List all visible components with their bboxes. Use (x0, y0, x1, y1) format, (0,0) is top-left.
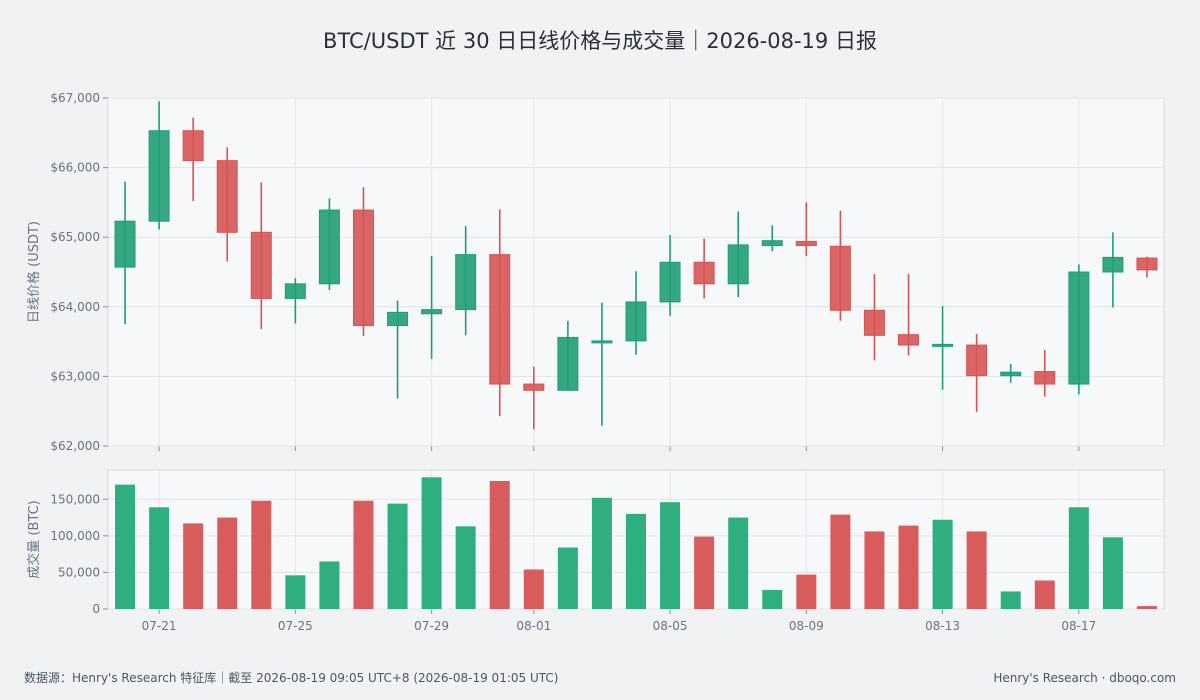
price-panel: $62,000 $63,000 $64,000 $65,000 $66,000 $67,0… (26, 91, 1165, 453)
volume-bar (251, 500, 272, 609)
volume-bar (1136, 606, 1157, 609)
chart-title: BTC/USDT 近 30 日日线价格与成交量｜2026-08-19 日报 (323, 29, 877, 53)
volume-bar (932, 519, 953, 609)
volume-bar (694, 536, 715, 609)
candle-body (625, 301, 647, 342)
volume-bar (557, 547, 578, 609)
volume-bar (796, 574, 817, 609)
volume-bar (523, 569, 544, 609)
volume-bar (591, 497, 612, 609)
candle-body (761, 240, 783, 247)
candle-body (1034, 371, 1056, 385)
volume-bar (489, 480, 510, 609)
candle-body (421, 309, 443, 315)
volume-bar (660, 502, 681, 609)
price-ytick-label: $66,000 (50, 161, 100, 175)
candle-body (795, 240, 817, 247)
candle-body (352, 209, 374, 327)
x-tick-label: 08-13 (925, 619, 960, 633)
volume-panel: 0 50,000 100,000 150,000 成交量 (BTC) 07-21 07-25… (26, 469, 1165, 633)
volume-bar (319, 561, 340, 609)
candle-body (659, 261, 681, 303)
volume-bar (455, 526, 476, 609)
volume-bar (728, 517, 749, 609)
volume-bar (387, 503, 408, 609)
candle-body (898, 334, 920, 346)
candle-body (148, 130, 170, 222)
x-tick-label: 08-09 (789, 619, 824, 633)
volume-bar (762, 589, 783, 609)
volume-y-axis-title: 成交量 (BTC) (26, 500, 42, 578)
volume-bar (898, 525, 919, 609)
volume-ytick-label: 50,000 (58, 565, 100, 579)
candle-body (455, 254, 477, 311)
footer-source: 数据源：Henry's Research 特征库｜截至 2026-08-19 0… (24, 670, 558, 685)
volume-bar (115, 484, 136, 609)
volume-ytick-label: 0 (92, 602, 100, 616)
volume-bar (1000, 591, 1021, 609)
candle-body (1068, 271, 1090, 385)
volume-bar (149, 507, 170, 609)
volume-bar (217, 517, 238, 609)
volume-bar (1068, 507, 1089, 609)
candle-body (284, 283, 306, 299)
volume-bar (353, 500, 374, 609)
candle-body (216, 160, 238, 233)
candle-body (557, 336, 579, 391)
candle-body (727, 244, 749, 285)
candle-body (591, 340, 613, 344)
volume-bar (1034, 580, 1055, 609)
price-ytick-label: $63,000 (50, 369, 100, 383)
x-tick-label: 07-25 (278, 619, 313, 633)
volume-bar (1102, 537, 1123, 609)
x-tick-label: 07-21 (142, 619, 177, 633)
candle-body (693, 261, 715, 285)
footer-brand: Henry's Research · dboqo.com (993, 671, 1176, 685)
candle-body (182, 130, 204, 162)
candle-body (523, 383, 545, 391)
price-ytick-label: $67,000 (50, 91, 100, 105)
volume-bar (626, 513, 646, 609)
volume-bar (966, 531, 987, 609)
price-ytick-label: $62,000 (50, 439, 100, 453)
x-tick-label: 08-17 (1061, 619, 1096, 633)
candle-body (1000, 371, 1022, 377)
candle-body (250, 231, 272, 299)
volume-ytick-label: 150,000 (50, 492, 100, 506)
candle-body (966, 344, 988, 377)
volume-bar (830, 514, 851, 609)
x-tick-label: 08-05 (653, 619, 688, 633)
candle-body (114, 220, 136, 268)
volume-bar (285, 575, 306, 609)
price-ytick-label: $65,000 (50, 230, 100, 244)
x-tick-label: 07-29 (414, 619, 449, 633)
candle-body (863, 309, 885, 336)
candle-body (318, 209, 340, 285)
volume-ytick-label: 100,000 (50, 529, 100, 543)
volume-bar (421, 477, 442, 609)
candle-body (1102, 256, 1124, 273)
x-tick-label: 08-01 (516, 619, 551, 633)
candle-body (932, 343, 954, 347)
price-ytick-label: $64,000 (50, 300, 100, 314)
candle-body (489, 254, 511, 385)
volume-bar (864, 531, 885, 609)
candle-body (1136, 257, 1158, 271)
price-y-axis-title: 日线价格 (USDT) (26, 221, 42, 323)
candle-body (829, 245, 851, 311)
candle-body (387, 311, 409, 327)
volume-bar (183, 523, 204, 609)
